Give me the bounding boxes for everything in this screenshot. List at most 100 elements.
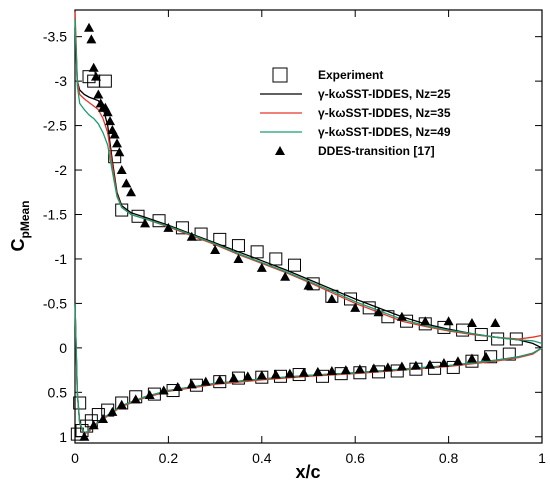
svg-text:CpMean: CpMean: [8, 200, 32, 251]
ddes-point: [186, 231, 197, 241]
ddes-point: [373, 307, 384, 317]
ddes-point: [93, 89, 104, 99]
experiment-point: [287, 258, 301, 272]
ddes-point: [312, 366, 323, 376]
experiment-point: [491, 332, 505, 346]
ddes-point: [410, 360, 421, 370]
ddes-point: [172, 381, 183, 391]
ddes-point: [382, 362, 393, 372]
ddes-point: [233, 253, 244, 263]
ddes-point: [280, 271, 291, 281]
legend-label: Experiment: [318, 68, 383, 82]
y-tick-label: -0.5: [43, 295, 67, 311]
ddes-point: [420, 316, 431, 326]
series-1: [74, 27, 543, 349]
plot-frame: [74, 9, 543, 444]
y-tick-label: 0.5: [48, 384, 68, 400]
legend-label: γ-kωSST-IDDES, Nz=25: [318, 87, 451, 101]
axis-ticks: 0 0.2 0.4 0.6 0.8 1 -3.5 -3 -2.5 -2 -1.5 -1 -0.5 0 0.5…: [43, 10, 546, 466]
y-tick-label: -2.5: [43, 118, 67, 134]
ddes-point: [109, 129, 120, 139]
experiment-point: [250, 245, 264, 259]
ddes-point: [130, 394, 141, 404]
ddes-point: [354, 364, 365, 374]
ddes-point: [116, 165, 127, 175]
ddes-point: [112, 138, 123, 148]
ddes-point: [443, 316, 454, 326]
x-tick-label: 0.4: [252, 450, 272, 466]
y-axis-title: CpMean: [8, 200, 32, 251]
ddes-point: [350, 302, 361, 312]
ddes-point: [396, 311, 407, 321]
y-axis-title-main: C: [8, 239, 28, 252]
legend: Experiment γ-kωSST-IDDES, Nz=25 γ-kωSST-ID…: [260, 67, 451, 158]
ddes-point: [298, 367, 309, 377]
ddes-point: [163, 222, 174, 232]
experiment-point: [108, 150, 122, 164]
series-3: [74, 18, 543, 345]
ddes-point: [88, 62, 99, 72]
ddes-point: [107, 406, 118, 416]
ddes-point: [256, 370, 267, 380]
x-axis-title: x/c: [295, 462, 320, 482]
ddes-point: [242, 371, 253, 381]
y-tick-label: -1: [55, 251, 68, 267]
ddes-point: [270, 369, 281, 379]
ddes-point: [158, 385, 169, 395]
y-tick-label: -2: [55, 162, 68, 178]
legend-label: DDES-transition [17]: [318, 144, 435, 158]
ddes-point: [326, 365, 337, 375]
y-tick-label: 0: [59, 340, 67, 356]
experiment-point: [502, 347, 516, 361]
ddes-point: [144, 389, 155, 399]
legend-label: γ-kωSST-IDDES, Nz=49: [318, 125, 451, 139]
y-tick-label: -1.5: [43, 206, 67, 222]
series-layer: [70, 11, 543, 441]
x-tick-label: 0.8: [439, 450, 459, 466]
ddes-point: [126, 187, 137, 197]
ddes-point: [228, 373, 239, 383]
y-tick-label: -3.5: [43, 29, 67, 45]
experiment-point: [362, 301, 376, 315]
legend-label: γ-kωSST-IDDES, Nz=35: [318, 106, 451, 120]
ddes-point: [303, 280, 314, 290]
legend-swatch-square: [272, 67, 288, 83]
ddes-point: [91, 71, 102, 81]
legend-swatch-triangle: [275, 146, 285, 155]
y-tick-label: -3: [55, 73, 68, 89]
ddes-point: [79, 431, 90, 441]
ddes-point: [121, 178, 132, 188]
ddes-point: [114, 147, 125, 157]
ddes-point: [186, 379, 197, 389]
ddes-point: [105, 116, 116, 126]
ddes-point: [424, 359, 435, 369]
ddes-point: [102, 107, 113, 117]
x-tick-label: 0.2: [159, 450, 179, 466]
ddes-point: [84, 22, 95, 32]
ddes-point: [466, 317, 477, 327]
ddes-point: [98, 413, 109, 423]
x-tick-label: 1: [538, 450, 546, 466]
experiment-point: [82, 70, 96, 84]
experiment-point: [98, 74, 112, 88]
series-7: [79, 22, 501, 441]
ddes-point: [116, 399, 127, 409]
series-0: [70, 70, 523, 441]
ddes-point: [368, 363, 379, 373]
ddes-point: [438, 357, 449, 367]
ddes-point: [340, 365, 351, 375]
experiment-point: [269, 252, 283, 266]
series-line: [74, 18, 543, 345]
experiment-point: [73, 396, 87, 410]
ddes-point: [326, 293, 337, 303]
ddes-point: [256, 262, 267, 272]
ddes-point: [86, 34, 97, 44]
x-tick-label: 0: [71, 450, 79, 466]
y-axis-title-sub: pMean: [18, 200, 32, 238]
ddes-point: [396, 361, 407, 371]
ddes-point: [466, 353, 477, 363]
ddes-point: [284, 368, 295, 378]
experiment-point: [91, 408, 105, 422]
